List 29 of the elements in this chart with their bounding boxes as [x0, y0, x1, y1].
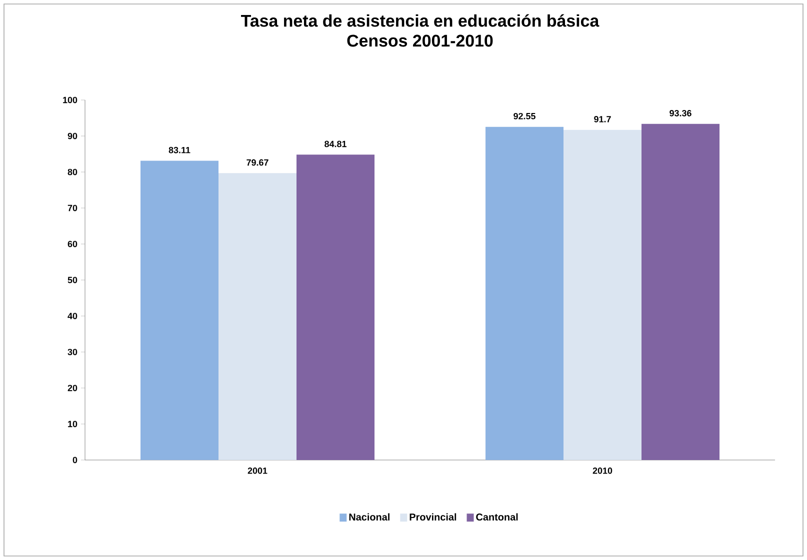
y-tick-label: 60: [68, 240, 78, 248]
x-tick-label: 2001: [248, 468, 268, 474]
data-label: 84.81: [324, 140, 346, 148]
bar: [642, 124, 720, 460]
y-tick-label: 20: [68, 384, 78, 392]
y-tick-label: 30: [68, 348, 78, 356]
data-label: 83.11: [168, 146, 190, 154]
x-tick-label: 2010: [592, 468, 612, 474]
legend-label: Cantonal: [476, 513, 518, 521]
legend-label: Nacional: [349, 513, 390, 521]
y-tick-label: 70: [68, 204, 78, 212]
bar: [486, 126, 564, 460]
data-label: 93.36: [670, 110, 692, 116]
legend-label: Provincial: [410, 513, 456, 521]
data-label: 91.7: [594, 116, 611, 122]
chart-title: Tasa neta de asistencia en educación básica Censos 2001-2010: [241, 14, 600, 47]
bar: [218, 173, 297, 460]
y-tick-label: 40: [68, 312, 78, 320]
data-label: 92.55: [514, 112, 536, 120]
data-label: 79.67: [246, 159, 268, 166]
y-tick-label: 80: [68, 168, 78, 176]
y-tick-label: 100: [63, 96, 78, 104]
y-tick-label: 10: [68, 420, 78, 428]
bar: [296, 154, 375, 460]
bar: [140, 160, 219, 460]
y-tick-label: 50: [68, 276, 78, 284]
bar: [564, 130, 642, 460]
y-tick-label: 0: [72, 456, 78, 464]
y-tick-label: 90: [68, 132, 78, 140]
